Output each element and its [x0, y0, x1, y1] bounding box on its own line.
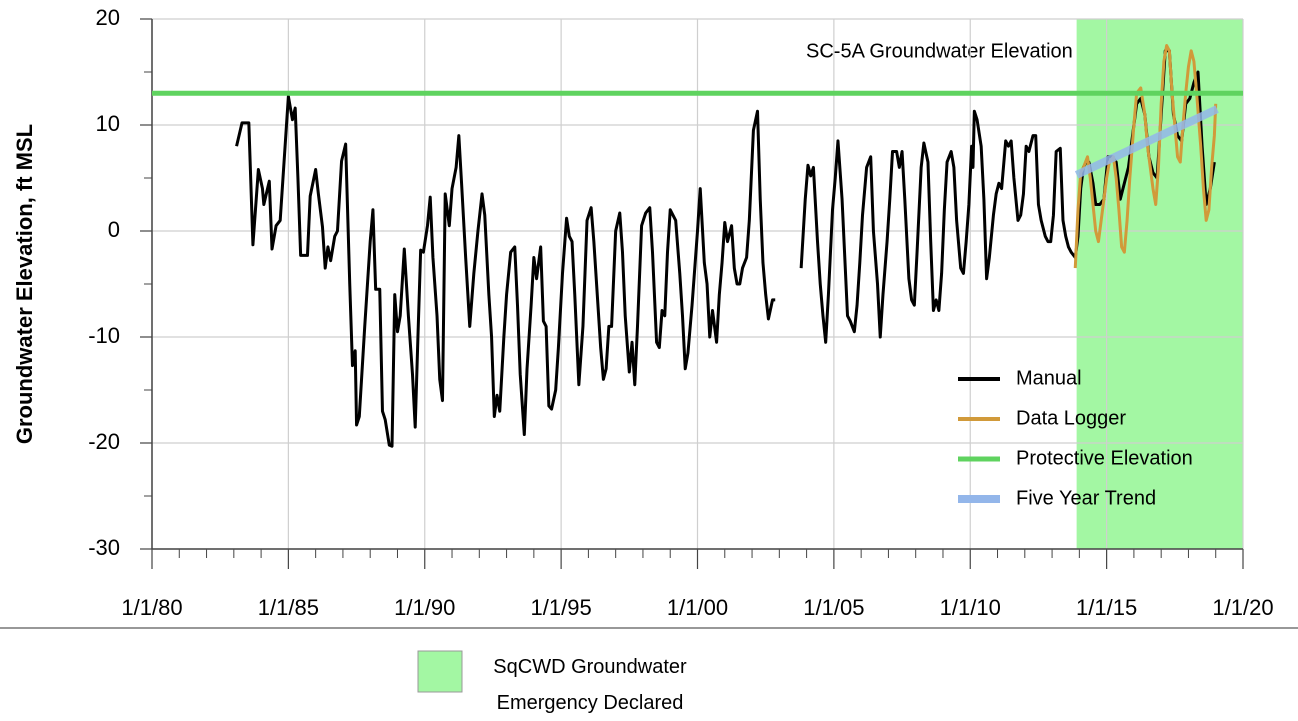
y-tick-label: -30 [88, 535, 120, 560]
legend-label: Five Year Trend [1016, 487, 1156, 509]
series-line [235, 49, 1216, 448]
x-tick-label: 1/1/80 [121, 595, 182, 620]
shade-legend-label: SqCWD Groundwater Emergency Declared [493, 656, 687, 714]
y-tick-label: -20 [88, 429, 120, 454]
x-tick-label: 1/1/05 [803, 595, 864, 620]
x-tick-label: 1/1/85 [258, 595, 319, 620]
x-tick-label: 1/1/20 [1212, 595, 1273, 620]
x-tick-label: 1/1/95 [531, 595, 592, 620]
y-tick-label: 10 [96, 111, 120, 136]
x-tick-label: 1/1/90 [394, 595, 455, 620]
shade-legend-swatch [417, 650, 463, 693]
x-tick-label: 1/1/00 [667, 595, 728, 620]
y-axis-label: Groundwater Elevation, ft MSL [12, 124, 37, 444]
legend-label: Protective Elevation [1016, 447, 1193, 469]
x-tick-label: 1/1/10 [940, 595, 1001, 620]
series-line [1074, 105, 1219, 179]
legend-label: Manual [1016, 367, 1082, 389]
x-tick-label: 1/1/15 [1076, 595, 1137, 620]
legend-label: Data Logger [1016, 407, 1126, 429]
series-line [1073, 44, 1218, 269]
y-tick-label: 0 [108, 217, 120, 242]
emergency-shade [1076, 19, 1243, 549]
annotation: SC-5A Groundwater Elevation [806, 40, 1073, 62]
y-tick-label: 20 [96, 5, 120, 30]
y-tick-label: -10 [88, 323, 120, 348]
